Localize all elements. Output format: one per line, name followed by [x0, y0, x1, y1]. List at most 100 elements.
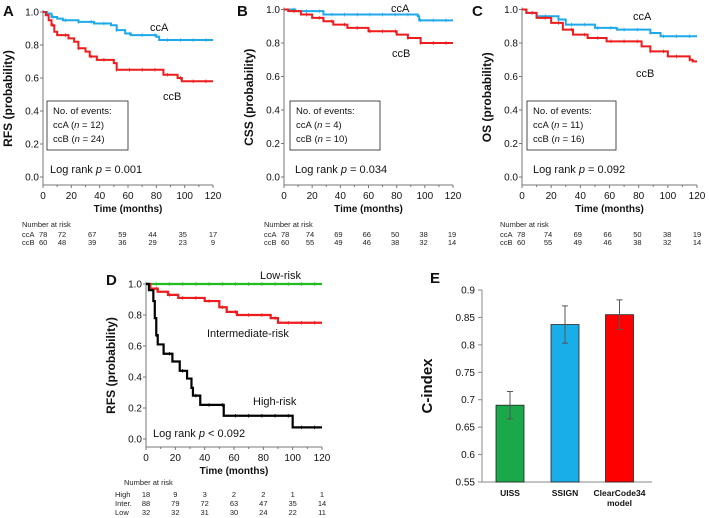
- risk-value: 19: [448, 230, 456, 239]
- risk-value: 66: [603, 230, 611, 239]
- bar-chart-e: 0.55 0.6 0.65 0.7 0.75 0.8 0.85 0.9 C-index UISS S…: [419, 286, 652, 508]
- y-tick-label: 0.6: [461, 450, 475, 461]
- curve-label-intermediate-risk: Intermediate-risk: [207, 328, 289, 340]
- x-tick-label: 20: [546, 191, 558, 202]
- km-plot-d: 0.0 0.2 0.4 0.6 0.8 1.0 0 20 40 60 80 100 120 Time (m…: [104, 280, 331, 518]
- panel-label-a: A: [3, 3, 14, 20]
- y-tick-label: 1.0: [25, 8, 39, 19]
- risk-value: 50: [391, 230, 399, 239]
- panel-label-c: C: [472, 3, 483, 20]
- risk-value: 66: [363, 230, 371, 239]
- y-axis-title: RFS (probability): [1, 50, 15, 147]
- risk-value: 38: [419, 230, 427, 239]
- y-tick-label: 0.8: [128, 311, 142, 322]
- risk-value: 1: [291, 490, 295, 499]
- logrank-text: Log rank p = 0.034: [295, 164, 387, 176]
- x-tick-label: 40: [199, 453, 211, 464]
- risk-value: 38: [633, 238, 641, 247]
- x-tick-label: 40: [575, 191, 587, 202]
- risk-value: 2: [232, 490, 236, 499]
- x-tick-label: 100: [416, 191, 433, 202]
- x-tick-label: 0: [281, 191, 287, 202]
- x-tick-label: 120: [205, 191, 222, 202]
- y-tick-label: 0.4: [25, 107, 39, 118]
- curve-label-cca: ccA: [150, 22, 169, 34]
- risk-row-label: ccB: [500, 238, 513, 247]
- km-curve-cca: [522, 8, 697, 38]
- y-tick-label: 0.6: [128, 342, 142, 353]
- risk-value: 69: [574, 230, 582, 239]
- y-tick-label: 0.0: [504, 173, 518, 184]
- y-tick-label: 0.8: [25, 41, 39, 52]
- x-tick-label: 100: [176, 191, 193, 202]
- risk-table-title: Number at risk: [124, 478, 173, 487]
- km-curve-ccb: [522, 8, 697, 63]
- y-axis-title: C-index: [419, 358, 436, 414]
- y-tick-label: 0.65: [456, 423, 476, 434]
- x-tick-label: 80: [391, 191, 403, 202]
- risk-value: 46: [363, 238, 371, 247]
- risk-value: 14: [318, 499, 326, 508]
- risk-value: 88: [142, 499, 150, 508]
- risk-value: 78: [39, 230, 47, 239]
- risk-value: 60: [517, 238, 525, 247]
- curve-label-ccb: ccB: [636, 68, 654, 80]
- risk-value: 78: [517, 230, 525, 239]
- risk-value: 55: [306, 238, 314, 247]
- y-tick-label: 0.85: [456, 313, 476, 324]
- risk-value: 50: [633, 230, 641, 239]
- risk-value: 67: [88, 230, 96, 239]
- risk-value: 79: [171, 499, 179, 508]
- risk-value: 47: [259, 499, 267, 508]
- y-tick-label: 0.75: [456, 368, 476, 379]
- x-tick-label: 0: [40, 191, 46, 202]
- y-tick-label: 0.8: [504, 39, 518, 50]
- curve-label-cca: ccA: [633, 11, 652, 23]
- risk-value: 32: [142, 508, 150, 517]
- x-axis-title: Time (months): [94, 204, 163, 215]
- legend-line-ccb: ccB (n = 16): [533, 134, 585, 145]
- logrank-text: Log rank p = 0.001: [50, 164, 142, 176]
- curve-label-ccb: ccB: [392, 48, 410, 60]
- risk-value: 9: [211, 238, 215, 247]
- legend-box: [289, 100, 381, 151]
- risk-value: 46: [603, 238, 611, 247]
- y-axis-title: CSS (probability): [242, 49, 256, 146]
- risk-value: 38: [663, 230, 671, 239]
- risk-row-label: Inter.: [115, 499, 132, 508]
- y-tick-label: 0.0: [128, 435, 142, 446]
- km-curve-cca: [43, 11, 213, 42]
- risk-row-label: ccB: [22, 238, 35, 247]
- risk-row-label: Low: [115, 508, 129, 517]
- curve-label-low-risk: Low-risk: [260, 270, 301, 282]
- bar-ssign: [550, 324, 580, 483]
- x-tick-label: 120: [445, 191, 462, 202]
- risk-value: 29: [148, 238, 156, 247]
- risk-table-title: Number at risk: [22, 220, 71, 229]
- legend-line-ccb: ccB (n = 10): [296, 134, 348, 145]
- risk-value: 3: [203, 490, 207, 499]
- km-plot-a: 0.0 0.2 0.4 0.6 0.8 1.0 0 20 40 60 80 100 120 Time (m…: [1, 8, 222, 248]
- risk-value: 60: [39, 238, 47, 247]
- km-curve-intermediate-risk: [146, 282, 322, 324]
- risk-value: 9: [173, 490, 177, 499]
- x-axis-title: Time (months): [334, 204, 403, 215]
- y-tick-label: 0.6: [504, 72, 518, 83]
- legend-box: [46, 100, 129, 151]
- panel-label-e: E: [430, 270, 440, 287]
- y-tick-label: 0.0: [266, 173, 280, 184]
- x-tick-label: 80: [258, 453, 270, 464]
- x-tick-label: 60: [363, 191, 375, 202]
- legend-line-cca: ccA (n = 11): [533, 120, 583, 131]
- y-tick-label: 0.2: [266, 139, 280, 150]
- legend-title: No. of events:: [296, 106, 355, 117]
- x-tick-label: 100: [284, 453, 301, 464]
- legend-line-ccb: ccB (n = 24): [53, 134, 105, 145]
- risk-value: 48: [58, 238, 66, 247]
- km-curve-ccb: [43, 11, 213, 83]
- risk-table-title: Number at risk: [264, 220, 313, 229]
- risk-value: 78: [281, 230, 289, 239]
- legend-box: [526, 100, 617, 151]
- panel-c: C ccA ccB No. of events: ccA (n = 11) cc…: [472, 3, 654, 176]
